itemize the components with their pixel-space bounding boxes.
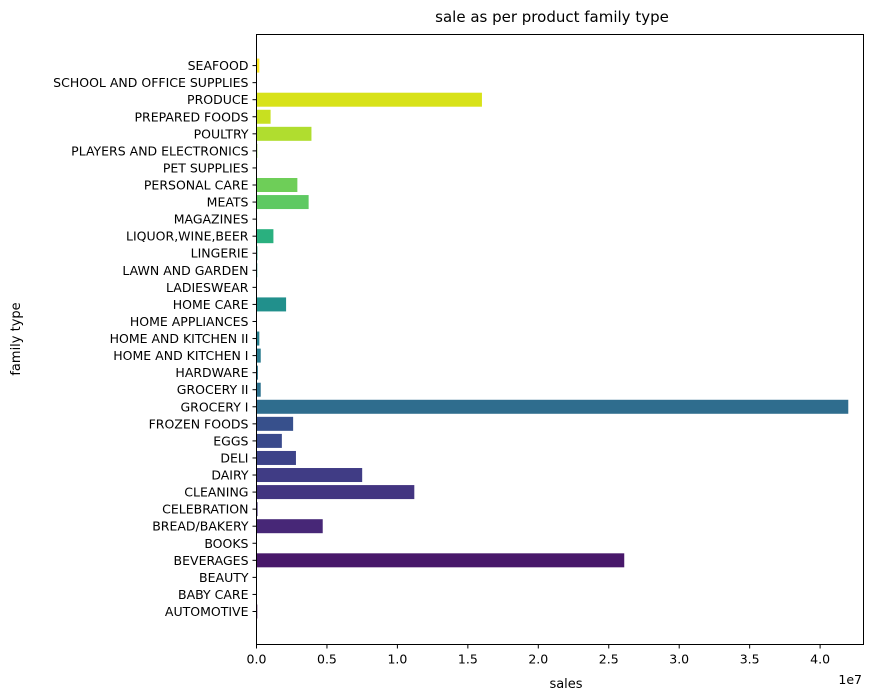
x-tick-label: 0.5 [317,652,337,667]
bar-15 [256,348,261,363]
bar-13 [256,382,261,397]
bar-24 [256,195,309,210]
bar-32 [256,58,260,73]
bar-29 [256,109,271,124]
y-tick-label: PLAYERS AND ELECTRONICS [71,143,248,158]
x-axis-ticks: 0.0 0.5 1.0 1.5 2.0 2.5 3.0 3.5 4.0 [247,644,830,667]
bar-12 [256,399,849,414]
y-axis-label: family type [9,302,24,375]
bars-group [256,58,849,619]
y-tick-label: HOME CARE [173,297,249,312]
bar-22 [256,229,274,244]
y-tick-label: SEAFOOD [188,58,249,73]
y-tick-label: PRODUCE [187,92,249,107]
y-tick-label: CELEBRATION [162,502,248,517]
y-tick-label: PET SUPPLIES [163,160,249,175]
y-tick-label: LAWN AND GARDEN [122,263,248,278]
y-tick-label: BEVERAGES [174,553,249,568]
y-tick-label: LIQUOR,WINE,BEER [126,229,249,244]
x-scale-offset-label: 1e7 [838,672,862,687]
y-tick-label: HOME AND KITCHEN II [110,331,249,346]
y-tick-label: MAGAZINES [174,212,249,227]
bar-10 [256,433,282,448]
y-tick-label: GROCERY II [177,382,249,397]
x-tick-label: 3.5 [740,652,760,667]
y-tick-label: BEAUTY [199,570,249,585]
y-tick-label: LINGERIE [191,246,249,261]
x-tick-label: 2.5 [599,652,619,667]
x-tick-label: 1.0 [387,652,407,667]
bar-9 [256,450,296,465]
x-tick-label: 2.0 [528,652,548,667]
bar-6 [256,502,258,517]
bar-25 [256,178,298,192]
bar-5 [256,519,323,534]
y-tick-label: BABY CARE [178,587,249,602]
x-tick-label: 1.5 [458,652,478,667]
y-tick-label: BOOKS [204,536,248,551]
bar-11 [256,416,294,431]
bar-14 [256,365,258,380]
plot-frame [256,34,864,645]
x-tick-label: 3.0 [669,652,689,667]
y-tick-label: HARDWARE [175,365,248,380]
y-tick-label: FROZEN FOODS [149,416,249,431]
x-tick-label: 0.0 [247,652,267,667]
bar-28 [256,126,312,141]
y-axis-ticks: AUTOMOTIVE BABY CARE BEAUTY BEVERAGES BOOKS B… [53,58,257,619]
y-tick-label: EGGS [213,433,248,448]
y-tick-label: PERSONAL CARE [144,178,249,193]
x-axis-label: sales [549,677,582,692]
bar-8 [256,468,363,483]
y-tick-label: MEATS [207,195,249,210]
y-tick-label: POULTRY [194,126,249,141]
y-tick-label: BREAD/BAKERY [152,519,249,534]
bar-7 [256,485,415,500]
y-tick-label: LADIESWEAR [166,280,249,295]
y-tick-label: AUTOMOTIVE [165,604,249,619]
y-tick-label: DELI [220,450,248,465]
bar-30 [256,92,482,107]
chart-title: sale as per product family type [435,8,669,26]
x-tick-label: 4.0 [810,652,830,667]
y-tick-label: HOME AND KITCHEN I [113,348,248,363]
y-tick-label: DAIRY [211,468,249,483]
bar-16 [256,331,260,346]
y-tick-label: CLEANING [184,485,248,500]
bar-3 [256,553,625,568]
bar-18 [256,297,287,312]
y-tick-label: SCHOOL AND OFFICE SUPPLIES [53,75,248,90]
y-tick-label: GROCERY I [180,399,248,414]
y-tick-label: HOME APPLIANCES [130,314,249,329]
y-tick-label: PREPARED FOODS [134,109,248,124]
